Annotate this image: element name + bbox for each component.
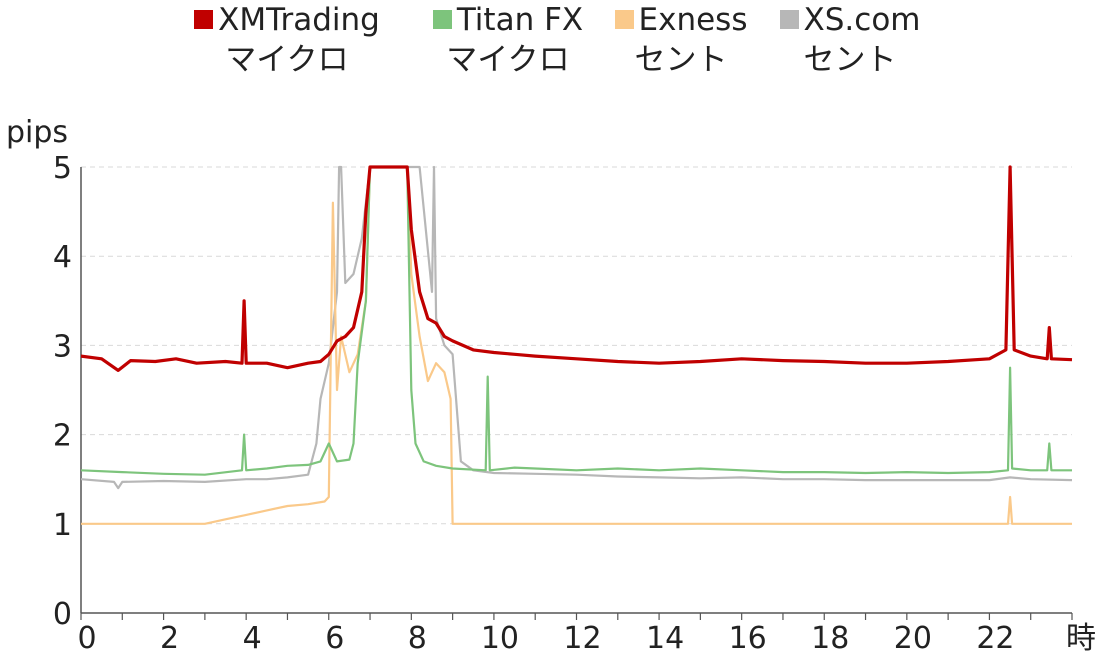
x-axis-title: 時 bbox=[1066, 621, 1096, 655]
legend-label-0: XMTrading bbox=[218, 2, 380, 38]
legend-swatch-1 bbox=[432, 10, 452, 29]
x-tick-label-0: 0 bbox=[77, 621, 96, 655]
x-tick-label-8: 8 bbox=[408, 621, 427, 655]
legend-swatch-2 bbox=[614, 10, 634, 29]
x-tick-label-2: 2 bbox=[160, 621, 179, 655]
y-tick-label-1: 1 bbox=[53, 508, 72, 543]
y-tick-label-4: 4 bbox=[53, 240, 72, 275]
legend-sublabel-0: マイクロ bbox=[225, 42, 349, 78]
series-lines bbox=[81, 165, 1073, 525]
legend-sublabel-1: マイクロ bbox=[446, 42, 570, 78]
x-tick-label-22: 22 bbox=[976, 621, 1014, 655]
y-axis-title: pips bbox=[6, 115, 68, 150]
x-tick-label-4: 4 bbox=[243, 621, 262, 655]
x-tick-label-6: 6 bbox=[325, 621, 344, 655]
x-tick-label-20: 20 bbox=[894, 621, 932, 655]
y-tick-label-3: 3 bbox=[53, 329, 72, 364]
legend-sublabel-3: セント bbox=[803, 42, 897, 78]
x-tick-label-14: 14 bbox=[646, 621, 684, 655]
legend-item-0: XMTrading マイクロ bbox=[182, 0, 392, 80]
y-tick-label-2: 2 bbox=[53, 419, 72, 454]
legend-label-1: Titan FX bbox=[456, 2, 584, 38]
series-line-titan-fx bbox=[81, 165, 1072, 476]
legend-item-1: Titan FX マイクロ bbox=[408, 0, 608, 80]
series-line-xmtrading bbox=[81, 165, 1073, 372]
legend-item-2: Exness セント bbox=[606, 0, 756, 80]
y-tick-label-0: 0 bbox=[53, 597, 72, 632]
series-line-xs-com bbox=[81, 165, 1073, 490]
legend-label-2: Exness bbox=[638, 2, 748, 38]
legend-item-3: XS.com セント bbox=[770, 0, 930, 80]
legend-label-3: XS.com bbox=[803, 2, 921, 38]
legend-sublabel-2: セント bbox=[634, 42, 728, 78]
axes bbox=[80, 167, 1073, 620]
x-tick-label-16: 16 bbox=[729, 621, 767, 655]
x-tick-label-18: 18 bbox=[811, 621, 849, 655]
chart-legend: XMTrading マイクロ Titan FX マイクロ Exness セント … bbox=[0, 0, 1100, 90]
x-tick-label-12: 12 bbox=[563, 621, 601, 655]
legend-swatch-0 bbox=[194, 10, 214, 29]
y-tick-label-5: 5 bbox=[53, 151, 72, 186]
legend-swatch-3 bbox=[779, 10, 799, 29]
x-tick-label-10: 10 bbox=[481, 621, 519, 655]
